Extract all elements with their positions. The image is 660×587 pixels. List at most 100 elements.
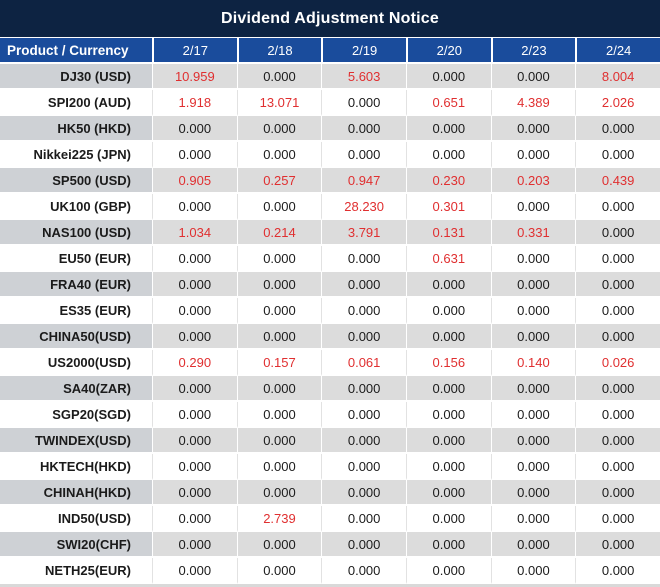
value-cell: 0.000: [575, 506, 660, 532]
table-header: Product / Currency 2/17 2/18 2/19 2/20 2…: [0, 38, 660, 64]
value-cell: 0.331: [490, 220, 576, 246]
value-cell: 1.918: [152, 90, 237, 116]
table-row: SWI20(CHF) 0.000 0.000 0.000 0.000 0.000 0.000: [0, 532, 660, 558]
value-cell: 0.000: [152, 246, 237, 272]
value-cell: 0.000: [321, 480, 406, 506]
value-cell: 0.000: [490, 324, 576, 350]
table-row: DJ30 (USD) 10.959 0.000 5.603 0.000 0.000 8.00…: [0, 64, 660, 90]
value-cell: 0.000: [152, 324, 237, 350]
product-cell: Nikkei225 (JPN): [0, 142, 152, 168]
value-cell: 0.000: [152, 454, 237, 480]
value-cell: 0.000: [236, 194, 322, 220]
value-cell: 0.000: [321, 90, 406, 116]
value-cell: 0.000: [575, 376, 660, 402]
value-cell: 0.000: [236, 116, 322, 142]
value-cell: 0.000: [490, 402, 576, 428]
value-cell: 0.000: [152, 116, 237, 142]
value-cell: 0.000: [236, 428, 322, 454]
page-title: Dividend Adjustment Notice: [0, 0, 660, 38]
value-cell: 0.000: [405, 480, 491, 506]
value-cell: 0.000: [405, 454, 491, 480]
value-cell: 0.000: [490, 142, 576, 168]
value-cell: 0.000: [405, 402, 491, 428]
value-cell: 0.000: [152, 532, 237, 558]
value-cell: 0.000: [152, 558, 237, 584]
product-cell: HK50 (HKD): [0, 116, 152, 142]
value-cell: 0.000: [575, 272, 660, 298]
value-cell: 0.214: [236, 220, 322, 246]
table-row: IND50(USD) 0.000 2.739 0.000 0.000 0.000 0.000: [0, 506, 660, 532]
value-cell: 0.000: [490, 246, 576, 272]
value-cell: 0.000: [321, 324, 406, 350]
value-cell: 0.000: [152, 506, 237, 532]
value-cell: 0.000: [405, 376, 491, 402]
value-cell: 0.000: [236, 272, 322, 298]
value-cell: 0.000: [152, 402, 237, 428]
product-cell: CHINA50(USD): [0, 324, 152, 350]
value-cell: 0.000: [236, 532, 322, 558]
header-row: Product / Currency 2/17 2/18 2/19 2/20 2…: [0, 38, 660, 64]
header-product-currency: Product / Currency: [0, 38, 152, 64]
value-cell: 0.000: [152, 272, 237, 298]
value-cell: 0.000: [152, 194, 237, 220]
value-cell: 0.000: [321, 272, 406, 298]
value-cell: 0.026: [575, 350, 660, 376]
value-cell: 10.959: [152, 64, 237, 90]
product-cell: DJ30 (USD): [0, 64, 152, 90]
value-cell: 0.905: [152, 168, 237, 194]
value-cell: 5.603: [321, 64, 406, 90]
value-cell: 0.000: [575, 454, 660, 480]
value-cell: 0.000: [152, 142, 237, 168]
value-cell: 0.000: [321, 116, 406, 142]
value-cell: 13.071: [236, 90, 322, 116]
product-cell: SWI20(CHF): [0, 532, 152, 558]
value-cell: 0.000: [405, 532, 491, 558]
value-cell: 0.157: [236, 350, 322, 376]
value-cell: 0.000: [575, 246, 660, 272]
value-cell: 0.000: [236, 454, 322, 480]
table-row: NAS100 (USD) 1.034 0.214 3.791 0.131 0.331 0.0…: [0, 220, 660, 246]
value-cell: 0.000: [152, 480, 237, 506]
value-cell: 0.061: [321, 350, 406, 376]
header-date-1: 2/17: [152, 38, 237, 64]
value-cell: 0.000: [575, 116, 660, 142]
value-cell: 0.000: [405, 142, 491, 168]
value-cell: 0.000: [575, 142, 660, 168]
value-cell: 0.140: [490, 350, 576, 376]
product-cell: SP500 (USD): [0, 168, 152, 194]
value-cell: 0.000: [152, 428, 237, 454]
value-cell: 0.000: [575, 298, 660, 324]
value-cell: 0.000: [236, 376, 322, 402]
product-cell: SPI200 (AUD): [0, 90, 152, 116]
table-row: CHINA50(USD) 0.000 0.000 0.000 0.000 0.000 0.0…: [0, 324, 660, 350]
value-cell: 0.000: [152, 298, 237, 324]
value-cell: 0.000: [236, 402, 322, 428]
product-cell: US2000(USD): [0, 350, 152, 376]
table-row: SGP20(SGD) 0.000 0.000 0.000 0.000 0.000 0.000: [0, 402, 660, 428]
value-cell: 0.000: [321, 298, 406, 324]
table-row: FRA40 (EUR) 0.000 0.000 0.000 0.000 0.000 0.00…: [0, 272, 660, 298]
value-cell: 0.000: [575, 220, 660, 246]
table-row: HK50 (HKD) 0.000 0.000 0.000 0.000 0.000 0.000: [0, 116, 660, 142]
value-cell: 0.000: [236, 480, 322, 506]
header-date-5: 2/23: [490, 38, 576, 64]
table-row: SA40(ZAR) 0.000 0.000 0.000 0.000 0.000 0.000: [0, 376, 660, 402]
value-cell: 0.000: [405, 506, 491, 532]
value-cell: 0.000: [405, 272, 491, 298]
product-cell: FRA40 (EUR): [0, 272, 152, 298]
value-cell: 0.000: [575, 558, 660, 584]
value-cell: 0.000: [152, 376, 237, 402]
value-cell: 0.000: [490, 506, 576, 532]
value-cell: 0.000: [490, 428, 576, 454]
product-cell: SA40(ZAR): [0, 376, 152, 402]
value-cell: 0.257: [236, 168, 322, 194]
value-cell: 0.000: [321, 506, 406, 532]
value-cell: 0.000: [490, 116, 576, 142]
header-date-6: 2/24: [575, 38, 660, 64]
value-cell: 2.739: [236, 506, 322, 532]
table-row: CHINAH(HKD) 0.000 0.000 0.000 0.000 0.000 0.00…: [0, 480, 660, 506]
value-cell: 0.000: [490, 480, 576, 506]
value-cell: 0.000: [405, 298, 491, 324]
value-cell: 0.000: [236, 246, 322, 272]
value-cell: 28.230: [321, 194, 406, 220]
